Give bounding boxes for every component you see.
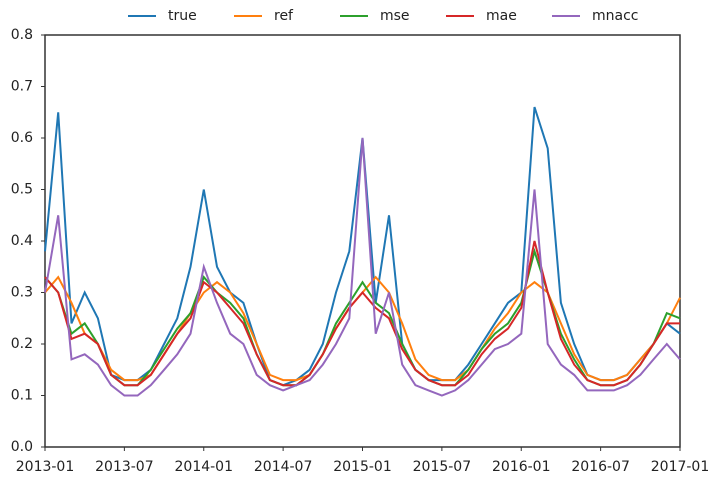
- legend-label: ref: [274, 8, 294, 24]
- y-tick-label: 0.5: [11, 182, 33, 198]
- x-tick-label: 2013-01: [16, 459, 75, 475]
- x-tick-label: 2015-07: [413, 459, 472, 475]
- x-tick-label: 2017-01: [651, 459, 709, 475]
- x-tick-label: 2016-07: [571, 459, 630, 475]
- x-tick-label: 2014-07: [254, 459, 313, 475]
- x-tick-label: 2015-01: [333, 459, 392, 475]
- y-tick-label: 0.8: [11, 27, 33, 43]
- legend-label: mse: [380, 8, 410, 24]
- x-tick-label: 2014-01: [175, 459, 234, 475]
- y-tick-label: 0.6: [11, 130, 33, 146]
- y-tick-label: 0.4: [11, 233, 33, 249]
- series-line: [44, 247, 681, 387]
- y-tick-label: 0.3: [11, 285, 33, 301]
- x-tick-label: 2016-01: [492, 459, 551, 475]
- y-tick-label: 0.2: [11, 336, 33, 352]
- legend-label: mae: [486, 8, 517, 24]
- series-line: [44, 240, 680, 387]
- y-tick-label: 0.7: [11, 79, 33, 95]
- legend-label: true: [168, 8, 197, 24]
- x-tick-label: 2013-07: [95, 459, 154, 475]
- plot-frame: [44, 34, 681, 448]
- y-tick-label: 0.1: [11, 388, 33, 404]
- y-tick-label: 0.0: [11, 439, 33, 455]
- legend-label: mnacc: [592, 8, 638, 24]
- series-line: [44, 137, 681, 397]
